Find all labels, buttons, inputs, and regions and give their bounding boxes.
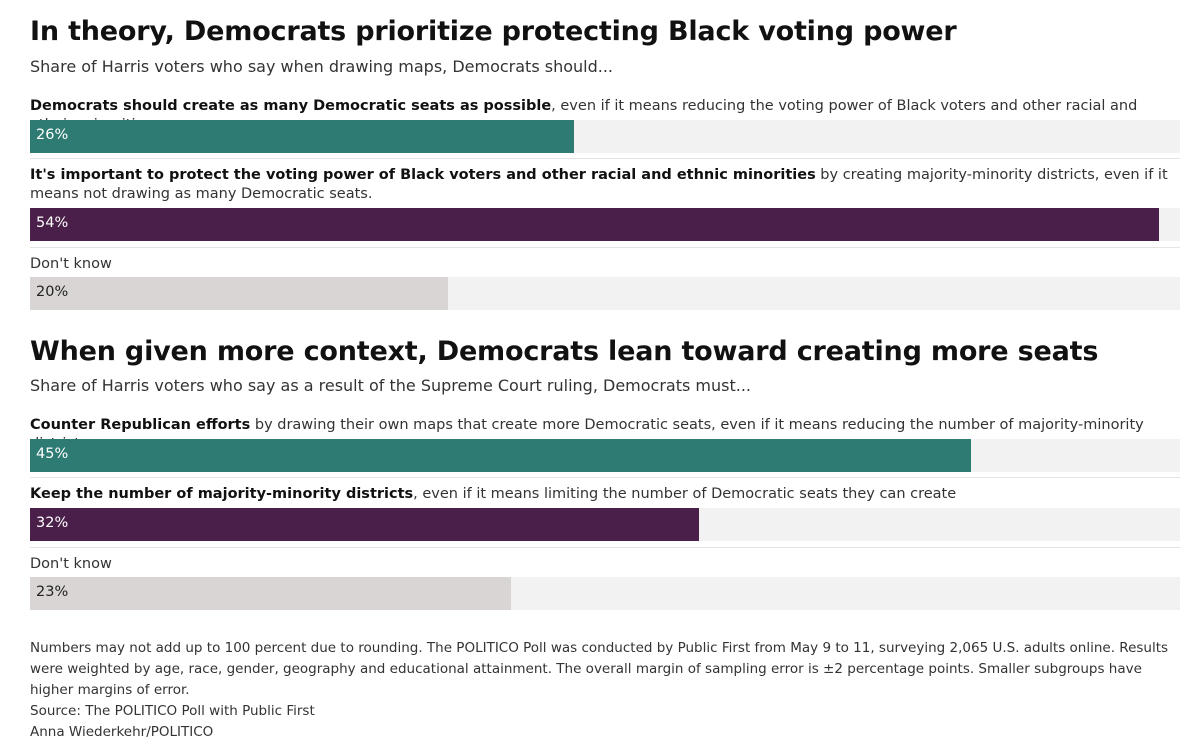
bar-label-bold: Democrats should create as many Democrat… [30, 98, 552, 114]
divider [30, 547, 1180, 548]
bar: 20% [30, 277, 449, 310]
bar-label-text: Don't know [30, 256, 112, 272]
bar-track: 20% [30, 277, 1180, 310]
bar-track: 26% [30, 120, 1180, 153]
bar-track: 23% [30, 577, 1180, 610]
bar-value-label: 23% [36, 584, 69, 600]
bar-label-bold: Keep the number of majority-minority dis… [30, 486, 414, 502]
chart-notes: Numbers may not add up to 100 percent du… [30, 638, 1170, 743]
section-2-title: When given more context, Democrats lean … [30, 336, 1099, 367]
bar-label-text: , even if it means limiting the number o… [413, 486, 957, 502]
bar-value-label: 20% [36, 284, 69, 300]
bar-value-label: 45% [36, 446, 69, 462]
bar-label-bold: Counter Republican efforts [30, 417, 251, 433]
bar-label: It's important to protect the voting pow… [30, 166, 1170, 204]
bar-value-label: 32% [36, 515, 69, 531]
bar: 45% [30, 439, 971, 472]
bar-track: 32% [30, 508, 1180, 541]
bar-track: 54% [30, 208, 1180, 241]
bar-label: Keep the number of majority-minority dis… [30, 485, 1170, 504]
methodology-note: Numbers may not add up to 100 percent du… [30, 640, 1169, 698]
bar-label-text: by creating majority-minority districts,… [30, 167, 1168, 202]
bar: 26% [30, 120, 574, 153]
bar-label: Counter Republican efforts by drawing th… [30, 416, 1170, 454]
credit-note: Anna Wiederkehr/POLITICO [30, 724, 214, 740]
bar-label-text: Don't know [30, 556, 112, 572]
section-2-subtitle: Share of Harris voters who say as a resu… [30, 376, 751, 395]
bar-label: Don't know [30, 555, 1170, 574]
bar-label-bold: It's important to protect the voting pow… [30, 167, 816, 183]
source-note: Source: The POLITICO Poll with Public Fi… [30, 703, 315, 719]
divider [30, 158, 1180, 159]
divider [30, 477, 1180, 478]
bar-label: Don't know [30, 255, 1170, 274]
bar: 32% [30, 508, 700, 541]
section-1-title: In theory, Democrats prioritize protecti… [30, 16, 957, 47]
section-1-subtitle: Share of Harris voters who say when draw… [30, 57, 613, 76]
bar-track: 45% [30, 439, 1180, 472]
bar: 54% [30, 208, 1160, 241]
divider [30, 247, 1180, 248]
bar-value-label: 26% [36, 127, 69, 143]
bar-value-label: 54% [36, 215, 69, 231]
bar: 23% [30, 577, 511, 610]
